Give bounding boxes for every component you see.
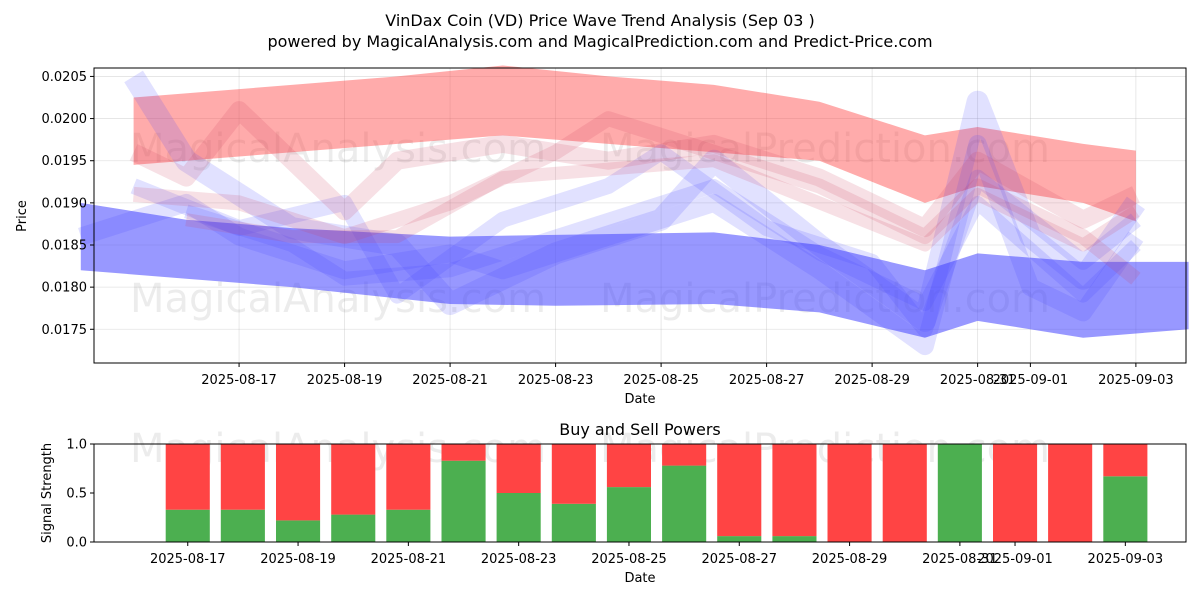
signal-x-tick-label: 2025-08-25 [591, 552, 667, 567]
price-y-axis-title: Price [15, 200, 30, 232]
sell-power-bar [717, 444, 762, 537]
signal-x-tick-label: 2025-08-27 [701, 552, 777, 567]
signal-y-tick-label: 0.0 [66, 536, 87, 551]
blue-wave-line [130, 144, 1141, 338]
signal-y-tick-label: 1.0 [66, 438, 87, 453]
buy-power-bar [551, 503, 596, 542]
buy-power-bar [331, 514, 376, 542]
buy-power-bar [606, 487, 651, 542]
sell-power-bar [165, 444, 210, 510]
signal-x-tick-label: 2025-08-29 [812, 552, 888, 567]
signal-panel: Buy and Sell Powers MagicalAnalysis.com … [40, 420, 1187, 586]
red-trend-band [133, 65, 1136, 222]
signal-x-tick-label: 2025-09-01 [977, 552, 1053, 567]
chart-title: VinDax Coin (VD) Price Wave Trend Analys… [385, 11, 815, 30]
price-x-tick-label: 2025-08-31 [940, 373, 1016, 388]
buy-power-bar [662, 465, 707, 542]
sell-power-bar [1048, 444, 1093, 542]
price-x-axis-title: Date [624, 392, 655, 407]
signal-x-tick-label: 2025-08-23 [481, 552, 557, 567]
buy-power-bar [220, 509, 265, 542]
signal-bars [165, 444, 1148, 542]
price-x-tick-label: 2025-09-03 [1098, 373, 1174, 388]
sell-power-bar [331, 444, 376, 515]
price-x-tick-label: 2025-08-21 [412, 373, 488, 388]
sell-power-bar [276, 444, 321, 521]
price-y-tick-label: 0.0180 [42, 281, 88, 296]
buy-power-bar [937, 444, 982, 542]
sell-power-bar [772, 444, 817, 537]
signal-title: Buy and Sell Powers [559, 420, 721, 439]
red-wave-line [129, 101, 1140, 238]
price-x-tick-label: 2025-08-23 [518, 373, 594, 388]
sell-power-bar [993, 444, 1038, 542]
signal-y-axis-title: Signal Strength [40, 443, 55, 543]
blue-wave-line [78, 134, 1144, 356]
price-y-tick-label: 0.0185 [42, 239, 88, 254]
sell-power-bar [827, 444, 872, 542]
buy-power-bar [276, 520, 321, 542]
price-x-tick-label: 2025-08-25 [623, 373, 699, 388]
signal-x-tick-label: 2025-09-03 [1088, 552, 1164, 567]
buy-power-bar [1103, 476, 1148, 542]
watermark-analysis-top: MagicalAnalysis.com [130, 126, 546, 172]
sell-power-bar [551, 444, 596, 504]
blue-wave-line [124, 70, 1145, 332]
buy-power-bar [386, 509, 431, 542]
red-wave-line [185, 154, 1140, 252]
price-bands [80, 65, 1189, 338]
signal-x-tick-label: 2025-08-17 [150, 552, 226, 567]
signal-x-tick-label: 2025-08-31 [922, 552, 998, 567]
sell-power-bar [1103, 444, 1148, 477]
price-axes-frame [93, 67, 1187, 364]
sell-power-bar [220, 444, 265, 510]
price-y-ticks: 0.0175 0.0180 0.0185 0.0190 0.0195 0.0200 0.02… [42, 70, 94, 338]
price-x-tick-label: 2025-08-19 [307, 373, 383, 388]
buy-power-bar [717, 536, 762, 542]
price-y-tick-label: 0.0190 [42, 196, 88, 211]
price-y-tick-label: 0.0200 [42, 112, 88, 127]
blue-trend-band [80, 202, 1189, 338]
price-panel: MagicalAnalysis.com MagicalPrediction.co… [15, 65, 1189, 407]
signal-x-tick-label: 2025-08-21 [371, 552, 447, 567]
signal-x-axis-title: Date [624, 571, 655, 586]
red-wave-line [132, 111, 1141, 285]
signal-y-ticks: 0.0 0.5 1.0 [66, 438, 94, 551]
price-y-tick-label: 0.0175 [42, 323, 88, 338]
watermark-prediction-top: MagicalPrediction.com [600, 126, 1050, 172]
sell-power-bar [441, 444, 486, 461]
chart-subtitle: powered by MagicalAnalysis.com and Magic… [267, 32, 932, 51]
buy-power-bar [441, 460, 486, 542]
sell-power-bar [662, 444, 707, 466]
price-x-tick-label: 2025-08-27 [729, 373, 805, 388]
price-y-tick-label: 0.0205 [42, 70, 88, 85]
signal-y-tick-label: 0.5 [66, 487, 87, 502]
price-x-tick-label: 2025-08-29 [834, 373, 910, 388]
buy-power-bar [165, 509, 210, 542]
signal-x-tick-label: 2025-08-19 [260, 552, 336, 567]
blue-wave-line [184, 179, 1141, 311]
buy-power-bar [772, 536, 817, 542]
price-y-tick-label: 0.0195 [42, 154, 88, 169]
price-waves [78, 70, 1145, 356]
price-x-tick-label: 2025-09-01 [993, 373, 1069, 388]
price-x-ticks: 2025-08-17 2025-08-19 2025-08-21 2025-08-23… [201, 363, 1174, 388]
sell-power-bar [496, 444, 541, 493]
sell-power-bar [386, 444, 431, 510]
sell-power-bar [882, 444, 927, 542]
price-x-tick-label: 2025-08-17 [201, 373, 277, 388]
buy-power-bar [496, 493, 541, 542]
sell-power-bar [606, 444, 651, 488]
signal-x-ticks: 2025-08-17 2025-08-19 2025-08-21 2025-08-23… [150, 542, 1163, 567]
